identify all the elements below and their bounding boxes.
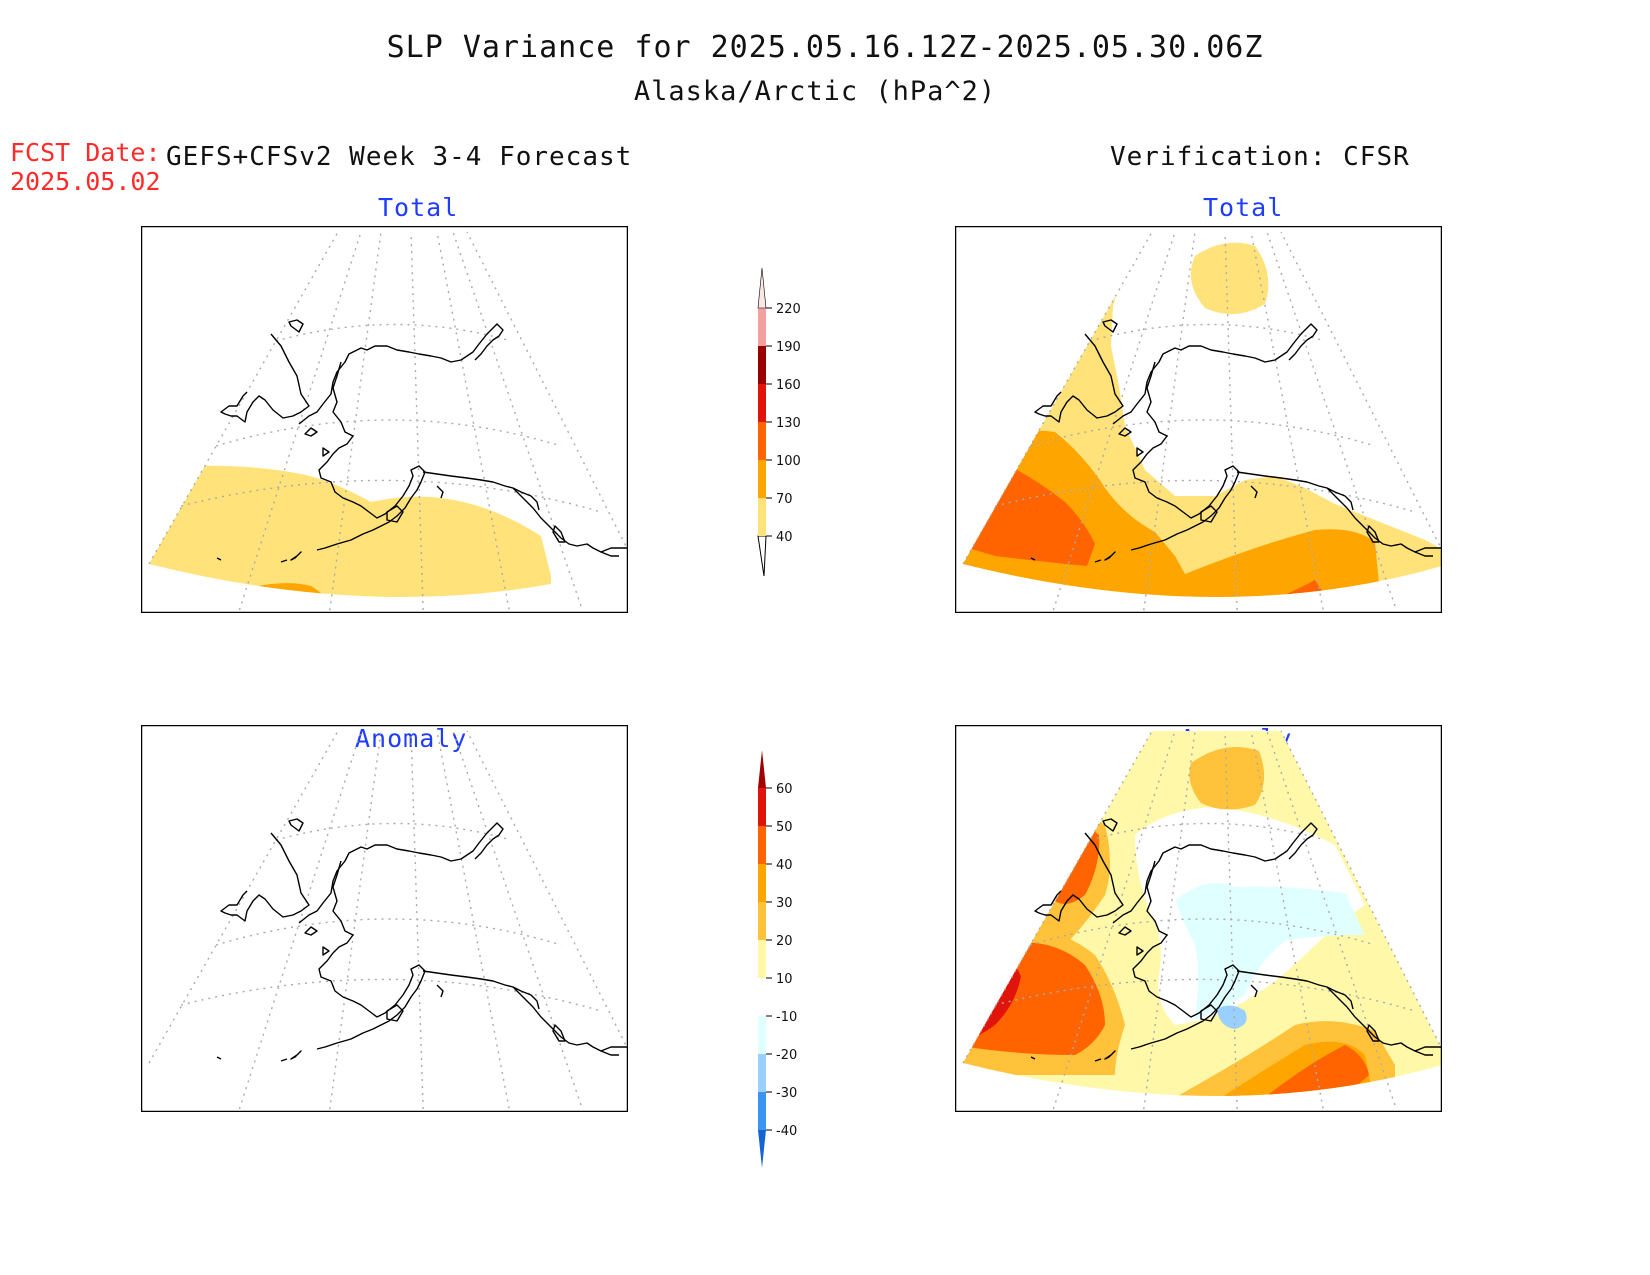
anomaly-colorbar-segment: [758, 902, 766, 940]
anomaly-colorbar-segment: [758, 978, 766, 1016]
plot-subtitle: Alaska/Arctic (hPa^2): [633, 76, 997, 107]
anomaly-colorbar-segment: [758, 1054, 766, 1092]
forecast-column-title: GEFS+CFSv2 Week 3-4 Forecast: [166, 142, 633, 172]
total-colorbar-segment: [758, 460, 766, 498]
total-colorbar: 40 70 100 130 160 190 220: [757, 267, 801, 577]
total-colorbar-tick-label: 190: [776, 340, 801, 355]
total-colorbar-tick-label: 160: [776, 378, 801, 393]
total-colorbar-segment: [758, 346, 766, 384]
forecast-date-value: 2025.05.02: [10, 167, 161, 196]
anomaly-colorbar-segment: [758, 1016, 766, 1054]
total-colorbar-segment: [758, 498, 766, 536]
anomaly-colorbar-tick-label: 50: [776, 820, 793, 835]
anomaly-colorbar-tick-label: -20: [776, 1048, 797, 1063]
total-colorbar-segment: [758, 384, 766, 422]
anomaly-colorbar-low-extension: [758, 1130, 766, 1168]
forecast-total-map: [141, 226, 628, 613]
anomaly-colorbar-tick-label: 40: [776, 858, 793, 873]
total-colorbar-segment: [758, 422, 766, 460]
anomaly-colorbar-tick-label: 10: [776, 972, 793, 987]
forecast-total-label: Total: [378, 193, 459, 222]
total-colorbar-tick-label: 220: [776, 302, 801, 317]
verification-column-title: Verification: CFSR: [1110, 142, 1410, 172]
anomaly-colorbar-tick-label: -40: [776, 1124, 797, 1139]
total-colorbar-segment: [758, 308, 766, 346]
total-colorbar-tick-label: 40: [776, 530, 793, 545]
anomaly-colorbar-segment: [758, 1092, 766, 1130]
anomaly-colorbar-tick-label: -10: [776, 1010, 797, 1025]
anomaly-colorbar-tick-label: 20: [776, 934, 793, 949]
anomaly-colorbar-tick-label: -30: [776, 1086, 797, 1101]
verification-total-label: Total: [1203, 193, 1284, 222]
anomaly-colorbar: 60 50 40 30 20 10 -10 -20 -30 -40: [758, 750, 797, 1168]
total-colorbar-tick-label: 130: [776, 416, 801, 431]
forecast-anomaly-map: [141, 725, 628, 1112]
total-colorbar-tick-label: 70: [776, 492, 793, 507]
total-colorbar-tick-label: 100: [776, 454, 801, 469]
forecast-date-block: FCST Date: 2025.05.02: [10, 138, 161, 196]
anomaly-colorbar-tick-label: 60: [776, 782, 793, 797]
forecast-date-label: FCST Date:: [10, 138, 161, 167]
anomaly-colorbar-segment: [758, 826, 766, 864]
plot-title: SLP Variance for 2025.05.16.12Z-2025.05.…: [386, 30, 1264, 65]
anomaly-colorbar-segment: [758, 788, 766, 826]
forecast-anomaly-label: Anomaly: [355, 724, 468, 753]
anomaly-colorbar-segment: [758, 940, 766, 978]
total-colorbar-high-extension: [757, 267, 767, 309]
anomaly-colorbar-tick-label: 30: [776, 896, 793, 911]
total-colorbar-low-extension: [757, 535, 767, 577]
anomaly-colorbar-segment: [758, 864, 766, 902]
verification-total-map: [955, 226, 1442, 613]
verification-anomaly-map: [955, 725, 1442, 1112]
anomaly-colorbar-high-extension: [758, 750, 766, 788]
